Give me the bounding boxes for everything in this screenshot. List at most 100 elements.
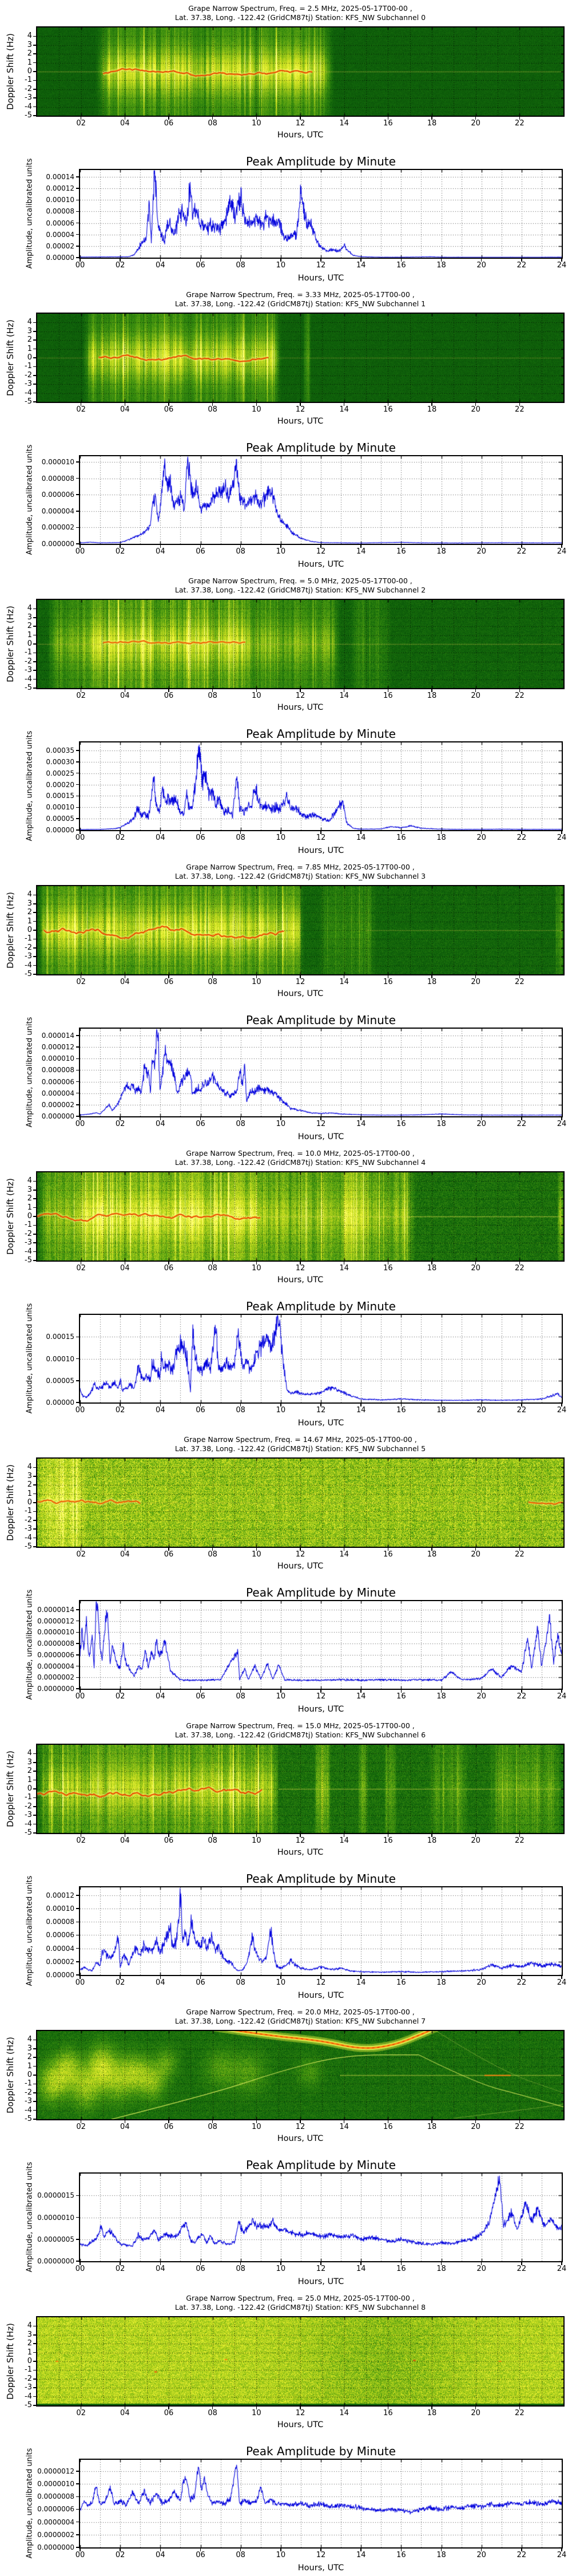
x-tick-mark [212, 1262, 213, 1265]
x-tick-mark [168, 403, 169, 406]
y-tick-mark [33, 357, 36, 358]
x-tick-mark [160, 1117, 161, 1120]
y-tick-mark [33, 2343, 36, 2344]
y-tick-label: 1 [27, 58, 32, 67]
x-tick-label: 18 [427, 692, 437, 700]
x-tick-label: 22 [515, 692, 525, 700]
y-tick-mark [33, 903, 36, 904]
x-tick-mark [519, 689, 521, 692]
y-tick-label: 4 [27, 1176, 32, 1186]
y-tick-label: 0.0000008 [37, 2492, 74, 2501]
x-tick-mark [440, 1404, 442, 1406]
y-tick-label: -4 [25, 2105, 32, 2115]
x-tick-label: 10 [252, 1264, 261, 1273]
x-tick-label: 04 [120, 2123, 130, 2131]
x-tick-mark [431, 1262, 432, 1265]
x-tick-label: 24 [557, 2551, 567, 2559]
y-tick-label: 0 [27, 639, 32, 648]
y-tick-mark [33, 1493, 36, 1495]
y-tick-mark [76, 818, 79, 819]
spectrogram-figure-2: Grape Narrow Spectrum, Freq. = 5.0 MHz, … [0, 572, 572, 716]
plot-canvas [80, 2460, 562, 2547]
y-tick-label: -2 [25, 370, 32, 380]
x-tick-mark [387, 2120, 389, 2123]
x-tick-label: 24 [557, 1120, 567, 1128]
y-tick-label: -3 [25, 666, 32, 675]
y-tick-label: 1 [27, 2061, 32, 2071]
chart-title: Grape Narrow Spectrum, Freq. = 15.0 MHz,… [186, 1721, 415, 1730]
plot-canvas [37, 27, 563, 116]
y-tick-mark [33, 2075, 36, 2076]
plot-frame [79, 2459, 563, 2549]
y-tick-mark [33, 2057, 36, 2058]
x-tick-mark [168, 117, 169, 120]
x-tick-label: 24 [557, 833, 567, 842]
x-tick-label: 22 [515, 2123, 525, 2131]
y-tick-label: 0.000004 [41, 1089, 74, 1097]
peak-amplitude-figure-1: Peak Amplitude by Minute Amplitude, unca… [0, 429, 572, 572]
y-tick-label: 0.000002 [41, 523, 74, 532]
y-tick-mark [76, 2534, 79, 2535]
y-tick-label: -3 [25, 1238, 32, 1247]
x-tick-label: 02 [76, 2123, 86, 2131]
x-tick-label: 04 [156, 2551, 165, 2559]
x-tick-label: 02 [115, 1406, 125, 1415]
y-tick-label: 4 [27, 1463, 32, 1472]
x-axis-label: Hours, UTC [277, 1275, 324, 1285]
plot-canvas [37, 1172, 563, 1261]
x-tick-label: 12 [295, 405, 305, 414]
x-tick-mark [320, 1690, 321, 1693]
x-tick-mark [480, 1404, 482, 1406]
x-tick-mark [387, 117, 389, 120]
y-tick-label: 0.000010 [41, 1054, 74, 1063]
x-tick-label: 12 [295, 2123, 305, 2131]
x-tick-label: 04 [120, 405, 130, 414]
y-tick-mark [33, 920, 36, 922]
y-tick-label: 0.0000006 [37, 2505, 74, 2514]
x-tick-mark [200, 259, 201, 262]
chart-title: Grape Narrow Spectrum, Freq. = 5.0 MHz, … [188, 576, 412, 585]
y-tick-label: -4 [25, 2392, 32, 2401]
y-tick-label: -5 [25, 1256, 32, 1265]
x-tick-mark [168, 2120, 169, 2123]
x-tick-mark [240, 545, 241, 548]
x-tick-label: 04 [156, 547, 165, 556]
x-tick-mark [440, 831, 442, 834]
x-tick-label: 08 [236, 547, 245, 556]
y-tick-label: 0 [27, 1784, 32, 1793]
x-tick-label: 06 [164, 119, 174, 128]
y-tick-label: -4 [25, 102, 32, 111]
chart-title: Peak Amplitude by Minute [246, 2444, 396, 2458]
y-tick-mark [33, 1546, 36, 1547]
y-tick-label: 1 [27, 916, 32, 926]
x-tick-label: 20 [471, 1550, 480, 1559]
x-tick-label: 02 [115, 547, 125, 556]
y-tick-label: 0.00010 [46, 1354, 74, 1363]
y-tick-mark [33, 1234, 36, 1235]
x-tick-mark [300, 689, 301, 692]
x-tick-label: 08 [208, 1836, 217, 1845]
chart-title: Peak Amplitude by Minute [246, 1299, 396, 1313]
x-tick-label: 06 [196, 1406, 205, 1415]
x-tick-mark [300, 2407, 301, 2409]
y-tick-label: 0.000008 [41, 1066, 74, 1074]
y-tick-label: 0.0000004 [37, 2518, 74, 2526]
y-tick-label: -2 [25, 1229, 32, 1238]
x-tick-mark [200, 2549, 201, 2551]
y-tick-mark [33, 2083, 36, 2085]
y-tick-mark [33, 35, 36, 37]
plot-canvas [80, 1029, 562, 1116]
y-tick-label: -4 [25, 674, 32, 683]
x-axis-label: Hours, UTC [297, 1419, 344, 1428]
y-tick-label: 2 [27, 908, 32, 917]
y-tick-mark [76, 1035, 79, 1036]
x-tick-label: 02 [115, 1692, 125, 1701]
y-tick-label: 1 [27, 630, 32, 639]
x-tick-mark [387, 1834, 389, 1837]
chart-title: Peak Amplitude by Minute [246, 441, 396, 455]
y-tick-mark [33, 947, 36, 949]
y-tick-label: -5 [25, 970, 32, 978]
x-tick-mark [124, 403, 126, 406]
y-tick-mark [76, 807, 79, 808]
y-tick-label: 4 [27, 31, 32, 41]
